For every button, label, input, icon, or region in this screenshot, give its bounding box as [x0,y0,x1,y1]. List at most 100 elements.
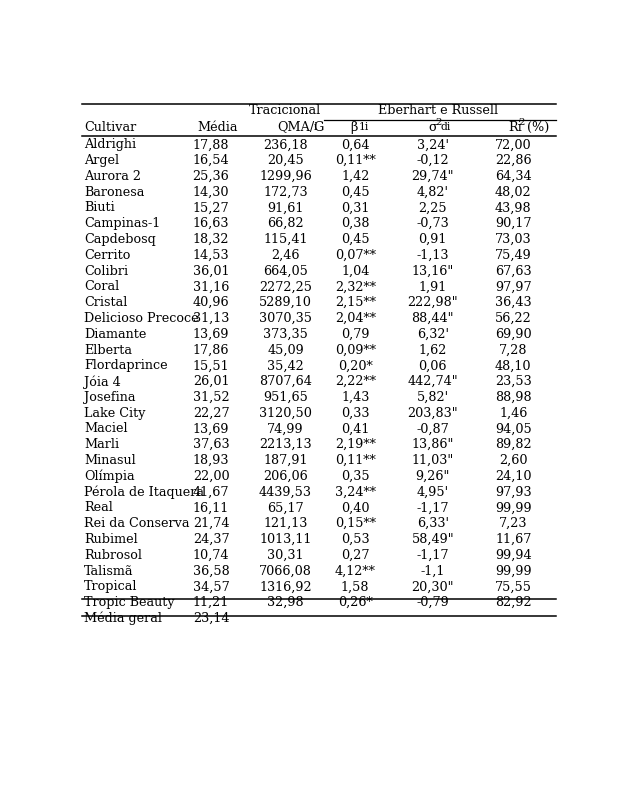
Text: 115,41: 115,41 [263,233,308,246]
Text: 32,98: 32,98 [267,596,304,609]
Text: Colibri: Colibri [84,264,128,278]
Text: 0,41: 0,41 [341,423,369,435]
Text: 73,03: 73,03 [495,233,532,246]
Text: 45,09: 45,09 [267,344,304,357]
Text: 40,96: 40,96 [193,296,230,309]
Text: 3,24': 3,24' [417,139,448,151]
Text: 13,69: 13,69 [193,423,230,435]
Text: 0,11**: 0,11** [335,454,376,467]
Text: 31,13: 31,13 [193,312,230,325]
Text: 2: 2 [435,118,442,127]
Text: Biuti: Biuti [84,201,114,215]
Text: Rei da Conserva: Rei da Conserva [84,517,190,530]
Text: Flordaprince: Flordaprince [84,360,167,372]
Text: 0,15**: 0,15** [335,517,376,530]
Text: 6,33': 6,33' [417,517,448,530]
Text: 0,35: 0,35 [341,470,369,482]
Text: 7066,08: 7066,08 [259,564,312,578]
Text: 26,01: 26,01 [193,375,230,388]
Text: 9,26": 9,26" [415,470,450,482]
Text: 1013,11: 1013,11 [259,533,312,546]
Text: 11,67: 11,67 [495,533,531,546]
Text: 22,86: 22,86 [495,154,532,167]
Text: 5,82': 5,82' [417,391,448,404]
Text: 41,67: 41,67 [193,486,230,499]
Text: Real: Real [84,501,113,515]
Text: 2,19**: 2,19** [335,438,376,451]
Text: 1,58: 1,58 [341,580,369,593]
Text: Talismã: Talismã [84,564,134,578]
Text: 6,32': 6,32' [417,327,448,341]
Text: 30,31: 30,31 [267,549,304,562]
Text: 3070,35: 3070,35 [259,312,312,325]
Text: 74,99: 74,99 [267,423,304,435]
Text: Ri: Ri [508,120,522,134]
Text: 18,32: 18,32 [193,233,230,246]
Text: 4,12**: 4,12** [335,564,376,578]
Text: 23,14: 23,14 [193,611,230,625]
Text: Baronesa: Baronesa [84,186,144,198]
Text: 0,64: 0,64 [341,139,369,151]
Text: 203,83": 203,83" [407,407,458,419]
Text: 4,82': 4,82' [417,186,448,198]
Text: 664,05: 664,05 [263,264,308,278]
Text: 75,49: 75,49 [495,249,532,262]
Text: Rubrosol: Rubrosol [84,549,142,562]
Text: 91,61: 91,61 [267,201,304,215]
Text: 373,35: 373,35 [263,327,308,341]
Text: 16,54: 16,54 [193,154,230,167]
Text: 94,05: 94,05 [495,423,532,435]
Text: Aldrighi: Aldrighi [84,139,136,151]
Text: Eberhart e Russell: Eberhart e Russell [378,105,498,117]
Text: Olímpia: Olímpia [84,470,134,483]
Text: Coral: Coral [84,280,119,294]
Text: 37,63: 37,63 [193,438,230,451]
Text: 1,04: 1,04 [341,264,369,278]
Text: 13,86": 13,86" [412,438,454,451]
Text: 0,38: 0,38 [341,217,369,231]
Text: 20,30": 20,30" [411,580,454,593]
Text: 2213,13: 2213,13 [259,438,312,451]
Text: β: β [351,120,358,134]
Text: 206,06: 206,06 [263,470,308,482]
Text: 8707,64: 8707,64 [259,375,312,388]
Text: 97,97: 97,97 [495,280,532,294]
Text: 82,92: 82,92 [495,596,532,609]
Text: 22,00: 22,00 [193,470,230,482]
Text: 0,45: 0,45 [341,186,369,198]
Text: 3120,50: 3120,50 [259,407,312,419]
Text: -0,79: -0,79 [416,596,449,609]
Text: Jóia 4: Jóia 4 [84,375,121,389]
Text: 1,91: 1,91 [419,280,447,294]
Text: 5289,10: 5289,10 [259,296,312,309]
Text: Capdebosq: Capdebosq [84,233,156,246]
Text: 0,31: 0,31 [341,201,369,215]
Text: 31,16: 31,16 [193,280,230,294]
Text: 13,16": 13,16" [412,264,454,278]
Text: -0,73: -0,73 [416,217,449,231]
Text: 0,20*: 0,20* [338,360,373,372]
Text: 2,15**: 2,15** [335,296,376,309]
Text: 222,98": 222,98" [407,296,458,309]
Text: 14,30: 14,30 [193,186,230,198]
Text: 0,79: 0,79 [341,327,369,341]
Text: 97,93: 97,93 [495,486,532,499]
Text: 34,57: 34,57 [193,580,230,593]
Text: 0,11**: 0,11** [335,154,376,167]
Text: Rubimel: Rubimel [84,533,137,546]
Text: 442,74": 442,74" [407,375,458,388]
Text: 43,98: 43,98 [495,201,532,215]
Text: 90,17: 90,17 [495,217,532,231]
Text: Marli: Marli [84,438,119,451]
Text: 236,18: 236,18 [263,139,308,151]
Text: 187,91: 187,91 [263,454,308,467]
Text: 56,22: 56,22 [495,312,532,325]
Text: Cristal: Cristal [84,296,128,309]
Text: 0,91: 0,91 [419,233,447,246]
Text: 0,07**: 0,07** [335,249,376,262]
Text: 0,33: 0,33 [341,407,369,419]
Text: 13,69: 13,69 [193,327,230,341]
Text: 24,37: 24,37 [193,533,230,546]
Text: 17,86: 17,86 [193,344,230,357]
Text: σ: σ [428,120,437,134]
